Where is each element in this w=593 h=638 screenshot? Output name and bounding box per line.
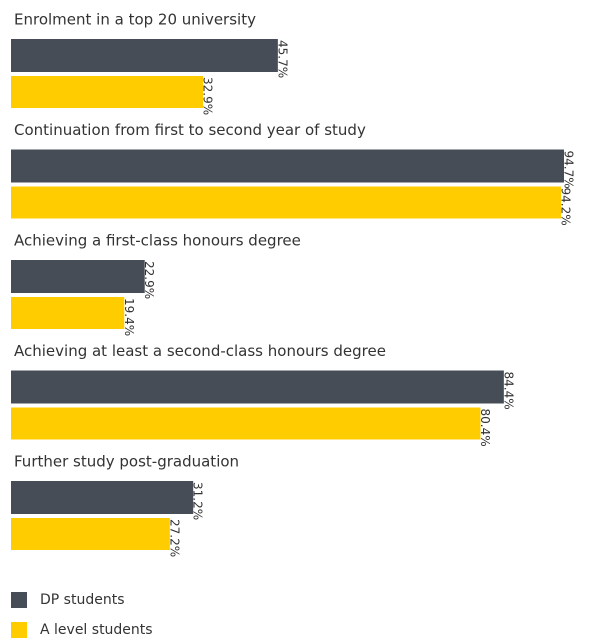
- value-label: 94.7%: [562, 151, 576, 189]
- legend-label: DP students: [40, 592, 125, 608]
- category-label: Further study post-graduation: [14, 453, 239, 471]
- bar: [11, 186, 562, 219]
- value-label: 80.4%: [478, 409, 492, 447]
- bar: [11, 76, 204, 108]
- category-label: Enrolment in a top 20 university: [14, 11, 256, 29]
- bar: [11, 260, 145, 293]
- value-label: 32.9%: [201, 77, 215, 115]
- category-label: Achieving at least a second-class honour…: [14, 342, 386, 360]
- bar: [11, 370, 504, 404]
- bar: [11, 39, 278, 72]
- bar: [11, 407, 481, 440]
- category-label: Achieving a first-class honours degree: [14, 232, 301, 250]
- legend-swatch: [11, 592, 27, 608]
- category-label: Continuation from first to second year o…: [14, 121, 366, 139]
- value-label: 31.2%: [191, 482, 205, 520]
- legend-label: A level students: [40, 622, 153, 638]
- value-label: 84.4%: [501, 372, 515, 410]
- value-label: 22.9%: [142, 261, 156, 299]
- bar: [11, 149, 564, 183]
- value-label: 45.7%: [275, 40, 289, 78]
- bar: [11, 481, 194, 514]
- value-label: 27.2%: [167, 519, 181, 557]
- bar: [11, 518, 170, 550]
- value-label: 19.4%: [122, 298, 136, 336]
- legend-swatch: [11, 622, 27, 638]
- bar: [11, 297, 125, 329]
- value-label: 94.2%: [559, 188, 573, 226]
